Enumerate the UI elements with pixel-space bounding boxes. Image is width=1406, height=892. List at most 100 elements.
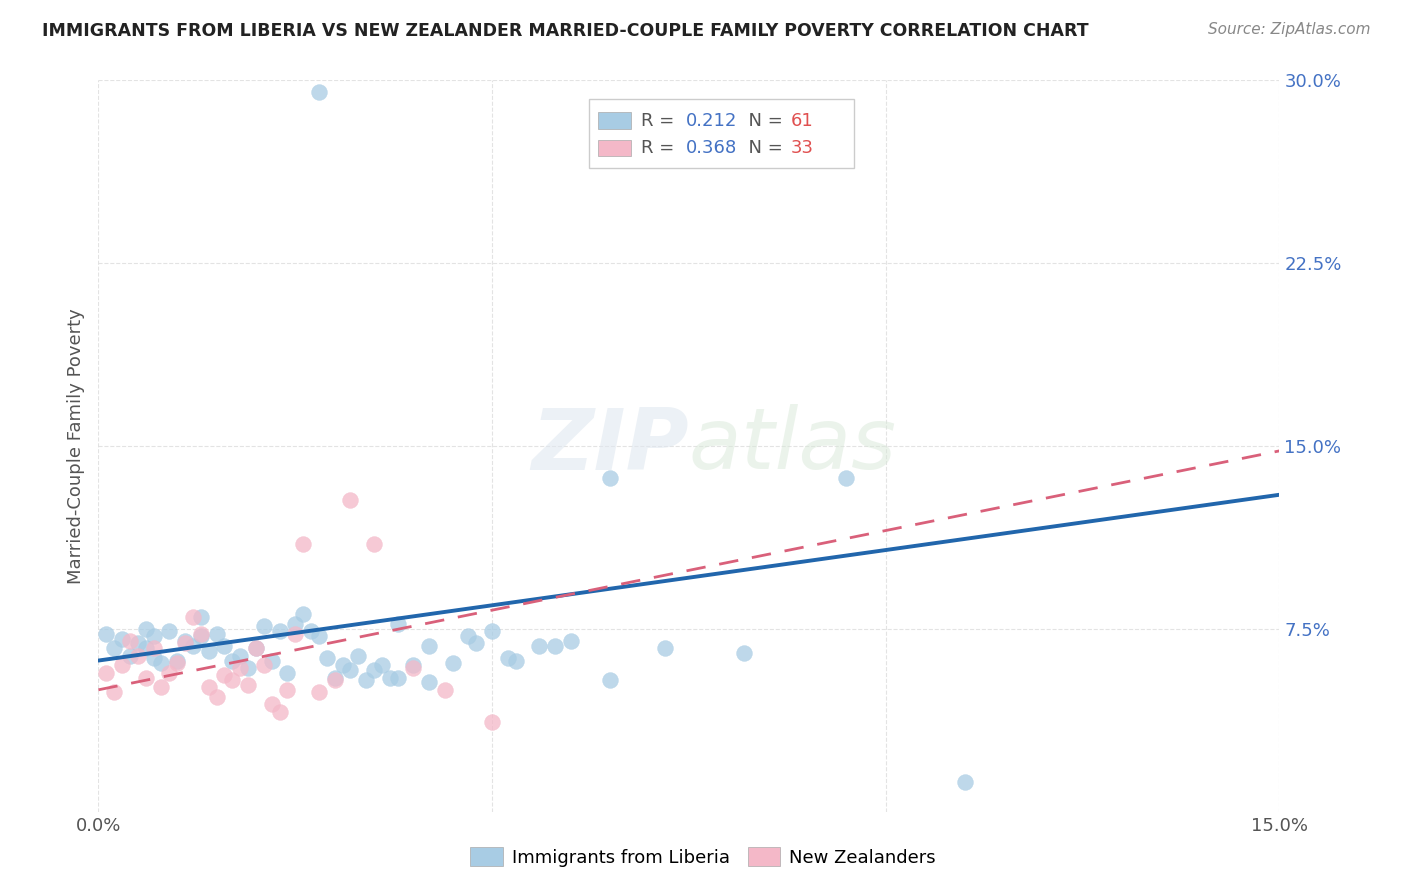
Point [496,651,519,665]
Point [371,658,394,673]
Point [402,661,425,675]
Point [214,668,236,682]
Point [260,698,283,712]
Point [253,658,276,673]
Text: ZIP: ZIP [531,404,689,488]
Point [103,641,125,656]
Point [190,629,212,643]
Point [205,690,228,705]
Point [339,663,361,677]
Point [560,634,582,648]
Point [284,626,307,640]
Point [465,636,488,650]
Point [142,629,165,643]
Point [276,682,298,697]
Point [441,656,464,670]
Point [166,656,188,670]
Point [229,648,252,663]
Point [363,663,385,677]
Point [308,86,330,100]
Point [205,626,228,640]
Point [457,629,479,643]
Point [354,673,377,687]
Point [197,644,219,658]
Point [174,634,197,648]
Point [387,617,409,632]
Point [157,665,180,680]
Point [190,626,212,640]
Point [269,624,291,639]
Point [181,639,204,653]
Point [166,654,188,668]
Point [599,471,621,485]
Point [142,651,165,665]
Point [323,673,346,687]
Point [378,671,401,685]
Text: 61: 61 [790,112,813,129]
Point [481,714,503,729]
Point [433,682,456,697]
Point [284,617,307,632]
Point [308,629,330,643]
Point [402,658,425,673]
Point [103,685,125,699]
Point [157,624,180,639]
Point [529,639,551,653]
Text: R =: R = [641,139,679,157]
Point [135,622,157,636]
Text: R =: R = [641,112,679,129]
Point [299,624,322,639]
Point [654,641,676,656]
Point [418,675,440,690]
Y-axis label: Married-Couple Family Poverty: Married-Couple Family Poverty [66,308,84,584]
Text: IMMIGRANTS FROM LIBERIA VS NEW ZEALANDER MARRIED-COUPLE FAMILY POVERTY CORRELATI: IMMIGRANTS FROM LIBERIA VS NEW ZEALANDER… [42,22,1088,40]
Point [418,639,440,653]
Text: Source: ZipAtlas.com: Source: ZipAtlas.com [1208,22,1371,37]
Text: 0.368: 0.368 [685,139,737,157]
Point [308,685,330,699]
Point [260,654,283,668]
Point [269,705,291,719]
Point [599,673,621,687]
Point [347,648,370,663]
Point [96,665,118,680]
Point [118,634,141,648]
Point [544,639,567,653]
Point [221,673,243,687]
Text: 33: 33 [790,139,814,157]
Point [190,609,212,624]
Bar [598,140,631,156]
Point [481,624,503,639]
Text: atlas: atlas [689,404,897,488]
Point [236,661,259,675]
Point [236,678,259,692]
Point [276,665,298,680]
Point [245,641,267,656]
Point [150,681,173,695]
Point [135,641,157,656]
Point [733,646,755,660]
Bar [589,98,855,168]
Point [323,671,346,685]
Point [332,658,354,673]
Point [315,651,337,665]
Point [953,775,976,789]
Point [387,671,409,685]
Point [214,639,236,653]
Point [229,661,252,675]
Point [127,648,149,663]
Point [111,632,134,646]
Point [339,492,361,507]
Point [111,658,134,673]
Point [245,641,267,656]
Point [135,671,157,685]
Legend: Immigrants from Liberia, New Zealanders: Immigrants from Liberia, New Zealanders [463,840,943,874]
Text: 0.212: 0.212 [685,112,737,129]
Point [181,609,204,624]
Point [197,681,219,695]
Text: N =: N = [737,139,789,157]
Point [221,654,243,668]
Point [505,654,527,668]
Point [253,619,276,633]
Point [174,636,197,650]
